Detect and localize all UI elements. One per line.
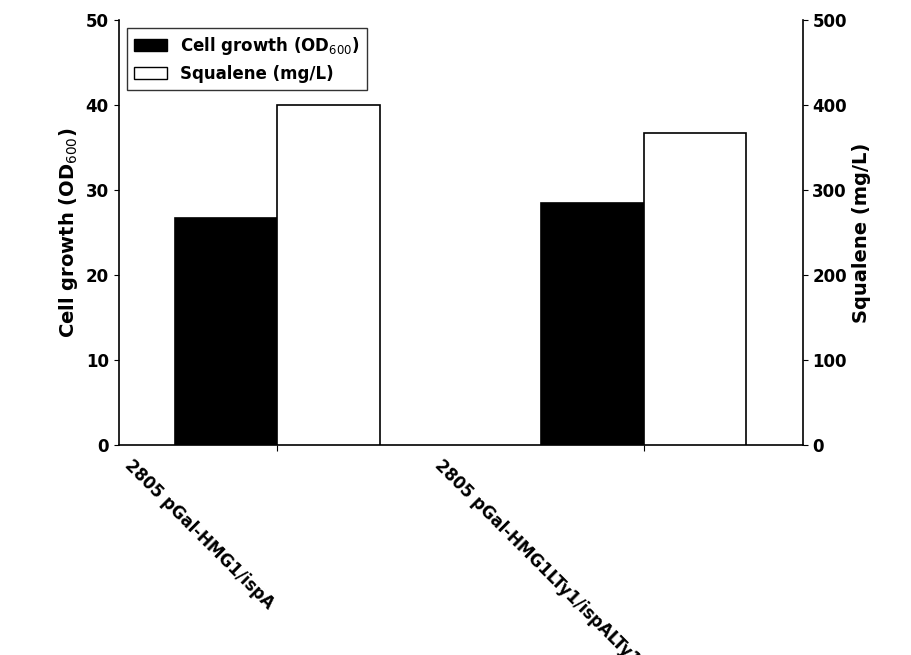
Bar [175, 218, 277, 445]
Bar [643, 133, 745, 445]
Bar [540, 203, 643, 445]
Bar [277, 105, 380, 445]
Y-axis label: Cell growth (OD$_{600}$): Cell growth (OD$_{600}$) [57, 127, 80, 338]
Y-axis label: Squalene (mg/L): Squalene (mg/L) [852, 142, 871, 323]
Legend: Cell growth (OD$_{600}$), Squalene (mg/L): Cell growth (OD$_{600}$), Squalene (mg/L… [127, 28, 366, 90]
